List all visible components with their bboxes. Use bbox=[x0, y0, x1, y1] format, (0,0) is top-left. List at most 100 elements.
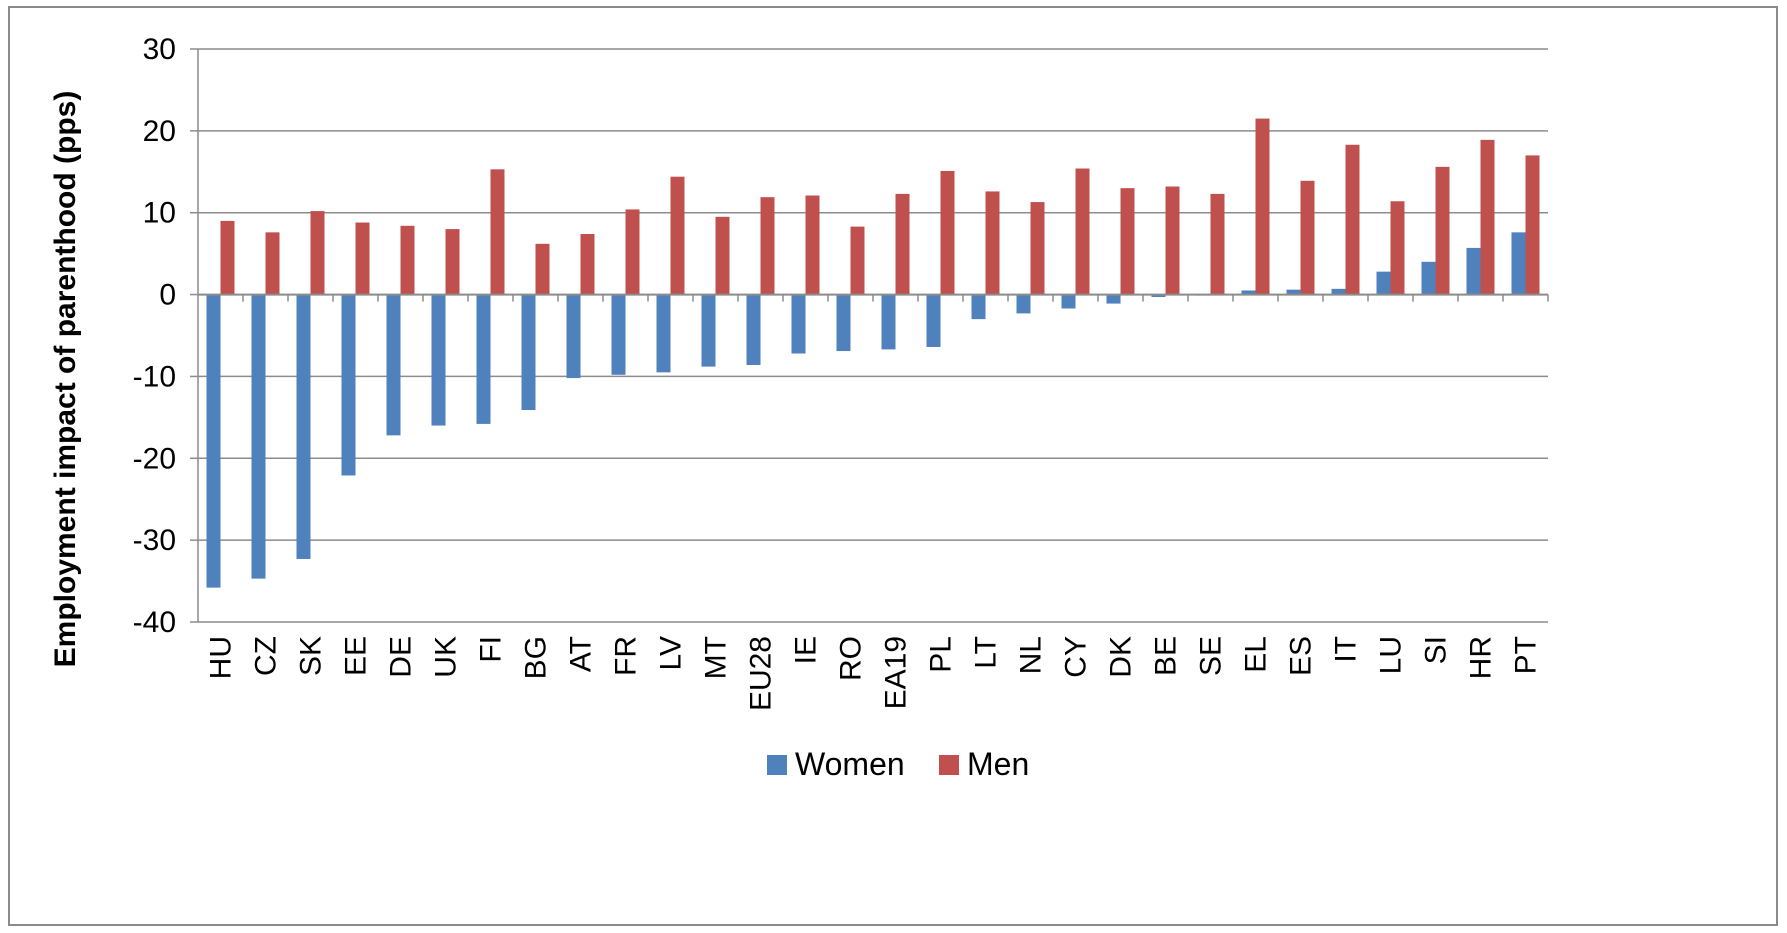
bar-men-ee bbox=[355, 222, 370, 295]
bar-women-mt bbox=[701, 294, 716, 367]
chart-frame: 30 20 10 0 -10 -20 -30 -40 HU CZ SK EE DE UK FI BG AT FR L… bbox=[8, 6, 1778, 926]
x-tick-label: HR bbox=[1465, 636, 1498, 679]
bar-men-es bbox=[1300, 180, 1315, 295]
bar-women-hr bbox=[1466, 247, 1481, 295]
axes bbox=[190, 48, 1549, 623]
bar-men-cz bbox=[265, 232, 280, 295]
x-tick-label: SK bbox=[295, 636, 328, 676]
bar-women-ie bbox=[791, 294, 806, 354]
x-tick-label: UK bbox=[430, 636, 463, 678]
bar-men-el bbox=[1255, 118, 1270, 295]
y-axis-title: Employment impact of parenthood (pps) bbox=[49, 91, 82, 668]
bar-women-nl bbox=[1016, 294, 1031, 314]
bar-women-fi bbox=[476, 294, 491, 424]
x-tick-label: BG bbox=[520, 636, 553, 679]
bar-women-lv bbox=[656, 294, 671, 373]
legend: Women Men bbox=[767, 746, 1029, 782]
y-tick-label: 10 bbox=[143, 197, 176, 230]
x-tick-label: LU bbox=[1375, 636, 1408, 674]
bar-men-se bbox=[1210, 193, 1225, 295]
x-tick-label: LT bbox=[970, 636, 1003, 669]
bar-men-it bbox=[1345, 144, 1360, 295]
bar-women-de bbox=[386, 294, 401, 436]
x-tick-label: IT bbox=[1330, 636, 1363, 663]
bar-women-at bbox=[566, 294, 581, 379]
x-tick-label: NL bbox=[1015, 636, 1048, 674]
x-tick-label: FR bbox=[610, 636, 643, 676]
bar-women-ea19 bbox=[881, 294, 896, 350]
bar-women-lt bbox=[971, 294, 986, 320]
bar-men-hr bbox=[1480, 139, 1495, 295]
bar-men-si bbox=[1435, 166, 1450, 295]
bar-women-dk bbox=[1106, 294, 1121, 304]
bar-women-lu bbox=[1376, 271, 1391, 295]
x-tick-label: CZ bbox=[250, 636, 283, 676]
bar-women-eu28 bbox=[746, 294, 761, 365]
bar-women-sk bbox=[296, 294, 311, 559]
bars bbox=[206, 118, 1540, 588]
y-tick-label: -20 bbox=[133, 442, 176, 475]
y-tick-label: 30 bbox=[143, 33, 176, 66]
bar-men-eu28 bbox=[760, 197, 775, 295]
bar-men-fr bbox=[625, 209, 640, 295]
bar-women-es bbox=[1286, 289, 1301, 295]
legend-swatch-men bbox=[939, 755, 959, 775]
labels: 30 20 10 0 -10 -20 -30 -40 HU CZ SK EE DE UK FI BG AT FR L… bbox=[133, 33, 1543, 711]
x-tick-label: DK bbox=[1105, 636, 1138, 678]
x-tick-label: HU bbox=[205, 636, 238, 679]
x-tick-label: RO bbox=[835, 636, 868, 681]
x-tick-label: DE bbox=[385, 636, 418, 678]
x-tick-label: ES bbox=[1285, 636, 1318, 676]
bar-men-ie bbox=[805, 195, 820, 295]
bar-men-ea19 bbox=[895, 193, 910, 295]
x-tick-label: PT bbox=[1510, 636, 1543, 674]
bar-women-pl bbox=[926, 294, 941, 347]
bar-men-fi bbox=[490, 169, 505, 295]
x-tick-label: EA19 bbox=[880, 636, 913, 709]
x-tick-label: IE bbox=[790, 636, 823, 664]
bar-men-at bbox=[580, 233, 595, 295]
y-tick-label: -40 bbox=[133, 606, 176, 639]
legend-label-women: Women bbox=[795, 746, 905, 782]
bar-men-pl bbox=[940, 170, 955, 295]
bar-women-be bbox=[1151, 294, 1166, 298]
bar-women-ro bbox=[836, 294, 851, 352]
bar-women-it bbox=[1331, 288, 1346, 295]
bar-men-de bbox=[400, 225, 415, 295]
bar-women-uk bbox=[431, 294, 446, 426]
x-tick-label: LV bbox=[655, 636, 688, 670]
bar-men-be bbox=[1165, 186, 1180, 295]
legend-swatch-women bbox=[767, 755, 787, 775]
bar-women-fr bbox=[611, 294, 626, 375]
x-tick-label: PL bbox=[925, 636, 958, 673]
bar-women-el bbox=[1241, 290, 1256, 295]
bar-men-nl bbox=[1030, 202, 1045, 295]
bar-men-bg bbox=[535, 243, 550, 295]
bar-women-hu bbox=[206, 294, 221, 588]
x-tick-label: EU28 bbox=[745, 636, 778, 711]
bar-men-sk bbox=[310, 211, 325, 295]
y-tick-label: 0 bbox=[159, 279, 176, 312]
bar-men-dk bbox=[1120, 188, 1135, 295]
x-tick-label: FI bbox=[475, 636, 508, 663]
bar-men-mt bbox=[715, 216, 730, 295]
x-tick-label: CY bbox=[1060, 636, 1093, 678]
bar-men-uk bbox=[445, 229, 460, 295]
bar-women-cy bbox=[1061, 294, 1076, 309]
bar-men-ro bbox=[850, 226, 865, 295]
bar-women-si bbox=[1421, 261, 1436, 295]
x-tick-label: MT bbox=[700, 636, 733, 679]
bar-women-cz bbox=[251, 294, 266, 579]
x-tick-label: AT bbox=[565, 636, 598, 672]
x-tick-label: EE bbox=[340, 636, 373, 676]
bar-women-pt bbox=[1511, 232, 1526, 295]
y-tick-label: 20 bbox=[143, 115, 176, 148]
bar-men-pt bbox=[1525, 155, 1540, 295]
x-tick-label: SI bbox=[1420, 636, 1453, 664]
bar-men-cy bbox=[1075, 168, 1090, 295]
y-tick-label: -30 bbox=[133, 524, 176, 557]
x-tick-label: SE bbox=[1195, 636, 1228, 676]
bar-men-lt bbox=[985, 191, 1000, 295]
bar-chart: 30 20 10 0 -10 -20 -30 -40 HU CZ SK EE DE UK FI BG AT FR L… bbox=[49, 33, 1549, 782]
y-tick-label: -10 bbox=[133, 360, 176, 393]
